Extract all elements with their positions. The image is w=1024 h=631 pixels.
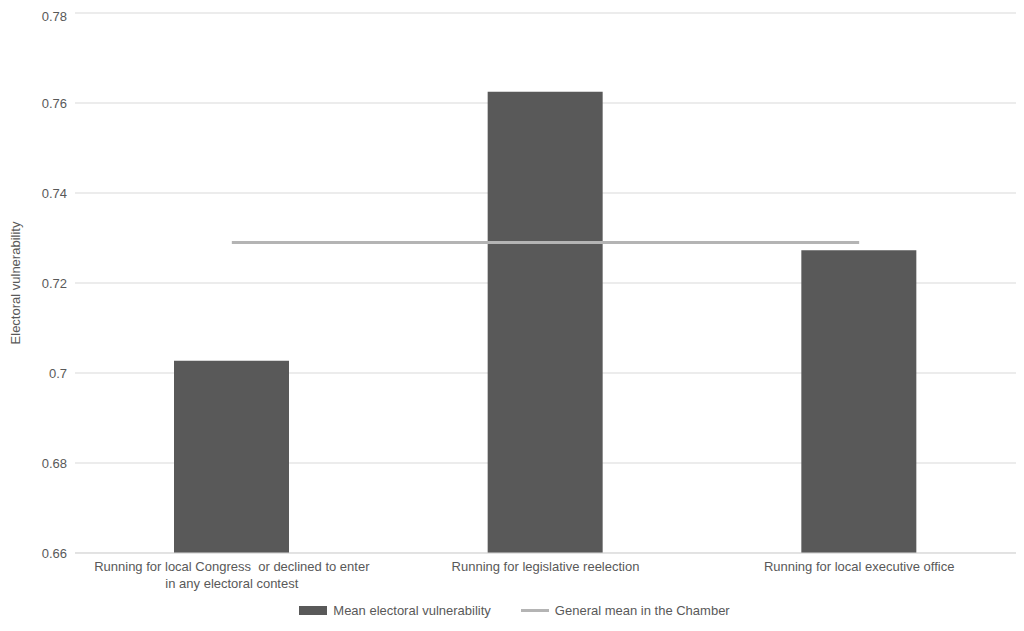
svg-text:0.66: 0.66 <box>42 546 67 561</box>
svg-text:Running for local executive of: Running for local executive office <box>764 559 955 574</box>
svg-text:0.76: 0.76 <box>42 96 67 111</box>
svg-text:in any electoral contest: in any electoral contest <box>165 576 298 591</box>
html-text:Mean electoral vulnerability: Mean electoral vulnerability <box>333 603 491 618</box>
svg-text:Electoral vulnerability: Electoral vulnerability <box>8 221 23 344</box>
svg-text:0.72: 0.72 <box>42 276 67 291</box>
svg-text:Running for local Congress or: Running for local Congress or declined t… <box>94 559 370 574</box>
svg-text:0.74: 0.74 <box>42 186 67 201</box>
svg-text:Running for legislative reelec: Running for legislative reelection <box>452 559 640 574</box>
svg-text:0.7: 0.7 <box>49 366 67 381</box>
html-text:General mean in the Chamber: General mean in the Chamber <box>554 603 730 618</box>
svg-text:0.78: 0.78 <box>42 9 67 24</box>
svg-text:0.68: 0.68 <box>42 456 67 471</box>
